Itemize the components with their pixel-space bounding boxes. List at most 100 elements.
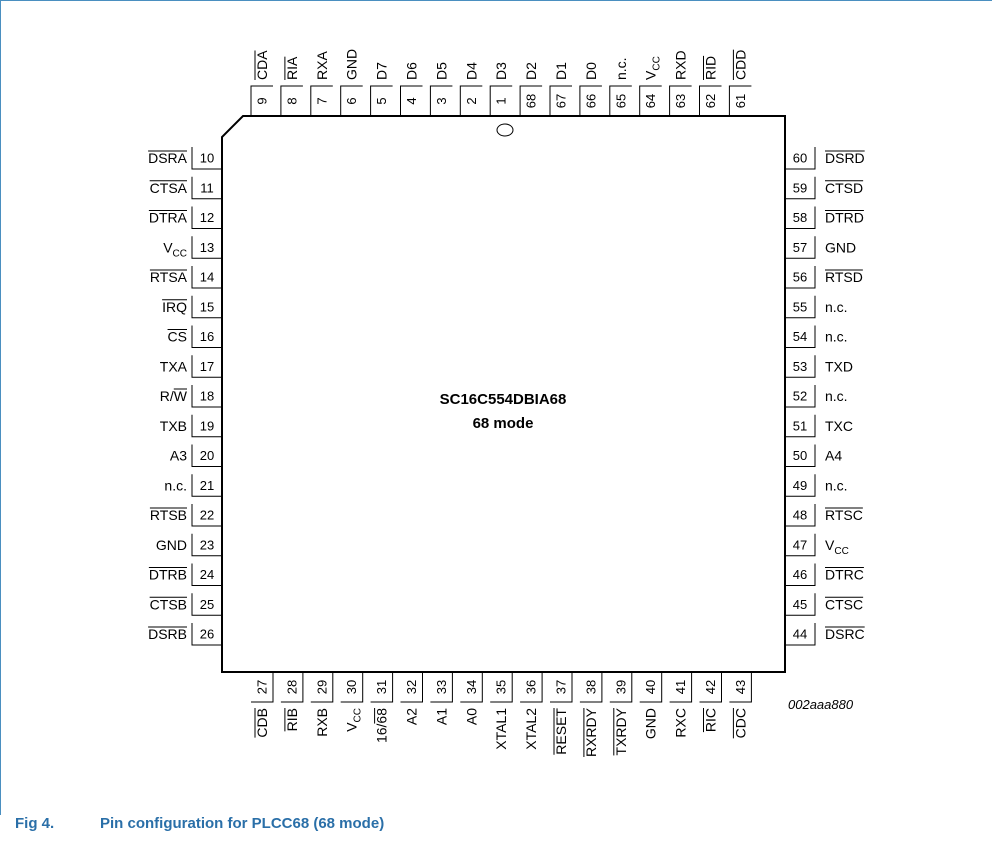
pin-label-34: A0	[463, 708, 479, 725]
pin-label-5: D7	[374, 62, 390, 80]
pin-31: 16/68	[374, 708, 390, 743]
pin-number-30: 30	[344, 680, 359, 694]
pin-9: CDA	[254, 50, 270, 80]
pin-14: RTSA	[149, 269, 188, 285]
pin-35: XTAL1	[493, 708, 509, 750]
pin-number-10: 10	[200, 151, 214, 166]
pin-label-62: RID	[703, 56, 719, 80]
pin-label-33: A1	[433, 708, 449, 725]
pin-label-20: A3	[170, 448, 187, 464]
pin-box-40	[639, 672, 663, 703]
pin-box-10	[191, 147, 222, 170]
pin-label-44: DSRC	[825, 626, 865, 642]
pin-13: V CC	[163, 239, 187, 259]
pin-number-2: 2	[464, 97, 479, 104]
pin-68: D2	[523, 62, 539, 80]
pin-box-62	[699, 85, 722, 116]
pin-63: RXD	[673, 50, 689, 80]
pin-box-1	[489, 85, 513, 116]
pin-label-47: V	[825, 537, 835, 553]
pin-box-53	[785, 355, 816, 378]
pin-box-5	[370, 85, 393, 116]
pin-label-14: RTSA	[150, 269, 188, 285]
pin-box-38	[579, 672, 603, 703]
pin-30: VCC	[344, 708, 364, 732]
pin-45: CTSC	[825, 596, 864, 612]
pin-65: n.c.	[613, 57, 629, 80]
pin-7: RXA	[314, 51, 330, 80]
pin-23: GND	[156, 537, 187, 553]
pin-label-12: DTRA	[149, 210, 188, 226]
pin-51: TXC	[825, 418, 853, 434]
pin-number-39: 39	[613, 680, 628, 694]
pin-label-56: RTSD	[825, 269, 863, 285]
pin-box-41	[669, 672, 693, 703]
pin-label-47-subscript: CC	[834, 546, 848, 557]
pin-label-2: D4	[463, 62, 479, 80]
chip-mode: 68 mode	[473, 415, 534, 432]
pin-39: TXRDY	[613, 707, 629, 756]
chip-part-number: SC16C554DBIA68	[440, 391, 567, 408]
pin-47: V CC	[825, 537, 849, 557]
pin-label-48: RTSC	[825, 507, 863, 523]
pin-label-54: n.c.	[825, 329, 848, 345]
pin-number-4: 4	[404, 97, 419, 104]
pin-2: D4	[463, 62, 479, 80]
pin-label-15: IRQ	[162, 299, 187, 315]
pin-label-64: V	[643, 70, 659, 80]
pin-67: D1	[553, 62, 569, 80]
pin-17: TXA	[160, 358, 188, 374]
pin-box-27	[251, 672, 274, 703]
pin-label-30-subscript: CC	[353, 708, 364, 722]
pin-44: DSRC	[825, 626, 865, 642]
pin-58: DTRD	[825, 210, 864, 226]
pin-number-33: 33	[434, 680, 449, 694]
pin-box-26	[191, 623, 222, 646]
pin-32: A2	[404, 708, 420, 725]
pin-label-19: TXB	[160, 418, 187, 434]
pin-number-44: 44	[793, 627, 807, 642]
pin-number-42: 42	[703, 680, 718, 694]
pin-57: GND	[825, 239, 856, 255]
pin-56: RTSD	[825, 269, 863, 285]
pin-number-3: 3	[434, 97, 449, 104]
pin-number-14: 14	[200, 270, 214, 285]
pin-number-31: 31	[374, 680, 389, 694]
pin-box-32	[400, 672, 423, 703]
pin-62: RID	[703, 55, 719, 80]
pin-label-18: R/	[160, 388, 174, 404]
pin-label-4: D6	[404, 62, 420, 80]
pin-64: VCC	[643, 56, 663, 80]
pin-label-29: RXB	[314, 708, 330, 737]
pin-label-63: RXD	[673, 50, 689, 80]
pin-label-43: CDC	[732, 708, 748, 738]
pin-box-42	[699, 672, 722, 703]
pin-box-15	[191, 295, 222, 319]
pin-16: CS	[167, 329, 187, 345]
pin-box-63	[669, 85, 692, 116]
pin-label-38: RXRDY	[583, 707, 599, 757]
pin-box-8	[280, 85, 303, 116]
pin-29: RXB	[314, 708, 330, 737]
pin-box-30	[340, 672, 364, 703]
pin-49: n.c.	[825, 477, 848, 493]
pin-box-23	[191, 533, 222, 557]
pin-label-6: GND	[344, 49, 360, 80]
pin-28: RIB	[284, 708, 300, 732]
frame-left-border	[0, 0, 1, 815]
pin-number-64: 64	[643, 94, 658, 108]
pin-number-36: 36	[524, 680, 539, 694]
pin-60: DSRD	[825, 150, 865, 166]
pin-box-57	[785, 236, 816, 259]
pin-box-65	[609, 85, 632, 116]
pin-number-15: 15	[200, 299, 214, 314]
pin-number-41: 41	[673, 680, 688, 694]
pin-label-41: RXC	[673, 708, 689, 738]
pin-number-37: 37	[554, 680, 569, 694]
pin-number-53: 53	[793, 359, 807, 374]
pin-61: CDD	[732, 49, 748, 80]
pin-label-52: n.c.	[825, 388, 848, 404]
pin-box-18	[191, 385, 222, 408]
pin-number-25: 25	[200, 597, 214, 612]
pin-box-61	[728, 85, 752, 116]
